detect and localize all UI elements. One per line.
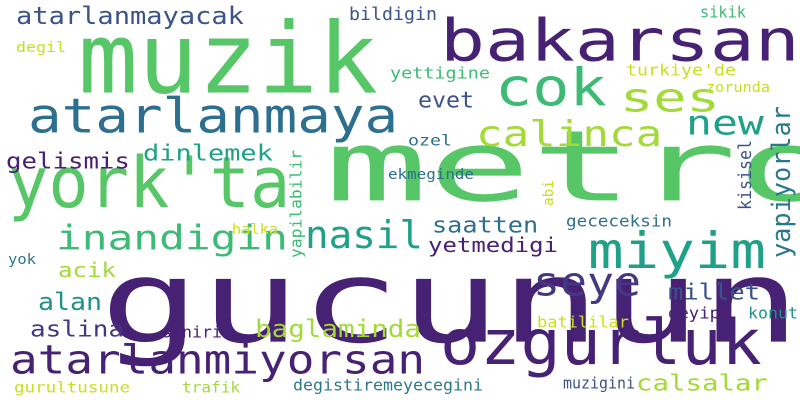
word-evet: evet xyxy=(418,87,474,113)
word-sikik: sikik xyxy=(700,2,747,22)
word-kisisel: kisisel xyxy=(734,139,756,210)
word-gececeksin: gececeksin xyxy=(566,211,673,231)
word-calinca: calinca xyxy=(476,112,663,155)
word-seye: seye xyxy=(533,258,641,306)
word-yapilabilir: yapilabilir xyxy=(286,149,306,258)
word-bildigin: bildigin xyxy=(349,3,437,25)
word-millet: millet xyxy=(668,279,761,305)
word-acik: acik xyxy=(58,258,116,282)
word-siniri: siniri xyxy=(162,322,223,342)
word-atarlanmayacak: atarlanmayacak xyxy=(16,1,244,30)
word-nasil: nasil xyxy=(305,212,424,258)
word-atarlanmaya: atarlanmaya xyxy=(28,87,399,144)
word-gurultusune: gurultusune xyxy=(14,378,131,397)
word-ekmeginde: ekmeginde xyxy=(388,165,474,183)
word-yettigine: yettigine xyxy=(390,63,490,83)
word-batililar: batililar xyxy=(537,312,629,332)
word-york-ta: york'ta xyxy=(8,141,291,224)
word-calsalar: calsalar xyxy=(636,370,768,396)
word-bakarsan: bakarsan xyxy=(440,6,800,75)
word-miyim: miyim xyxy=(588,221,767,280)
word-degistiremeyecegini: degistiremeyecegini xyxy=(293,375,483,395)
word-muzigini: muzigini xyxy=(563,373,635,393)
word-dinlemek: dinlemek xyxy=(143,140,273,166)
word-zorunda: zorunda xyxy=(706,78,771,96)
word-aslina: aslina xyxy=(30,316,125,342)
word-ozel: ozel xyxy=(408,131,452,150)
word-ses: ses xyxy=(620,74,720,122)
word-turkiye-de: turkiye'de xyxy=(626,60,737,80)
word-ozgurluk: ozgurluk xyxy=(440,306,762,379)
word-deyip: deyip xyxy=(668,303,721,323)
word-gucunun: gucunun xyxy=(100,234,800,370)
word-konut: konut xyxy=(748,303,799,323)
word-saatten: saatten xyxy=(432,212,539,238)
word-halka: halka xyxy=(232,220,279,238)
word-yok: yok xyxy=(8,250,36,268)
word-metroda: metroda xyxy=(325,109,800,224)
word-atarlanmiyorsan: atarlanmiyorsan xyxy=(10,336,426,384)
word-yapiyorlar: yapiyorlar xyxy=(765,105,797,259)
word-gelismis: gelismis xyxy=(6,148,130,174)
word-degil: degil xyxy=(16,38,67,56)
word-inandigin: inandigin xyxy=(56,217,288,258)
word-alan: alan xyxy=(38,287,102,316)
word-baglaminda: baglaminda xyxy=(255,314,422,343)
word-trafik: trafik xyxy=(182,378,241,397)
word-cok: cok xyxy=(495,57,607,119)
word-yetmedigi: yetmedigi xyxy=(428,233,558,257)
word-muzik: muzik xyxy=(78,1,379,116)
word-abi: abi xyxy=(539,180,557,206)
word-new: new xyxy=(686,102,764,143)
